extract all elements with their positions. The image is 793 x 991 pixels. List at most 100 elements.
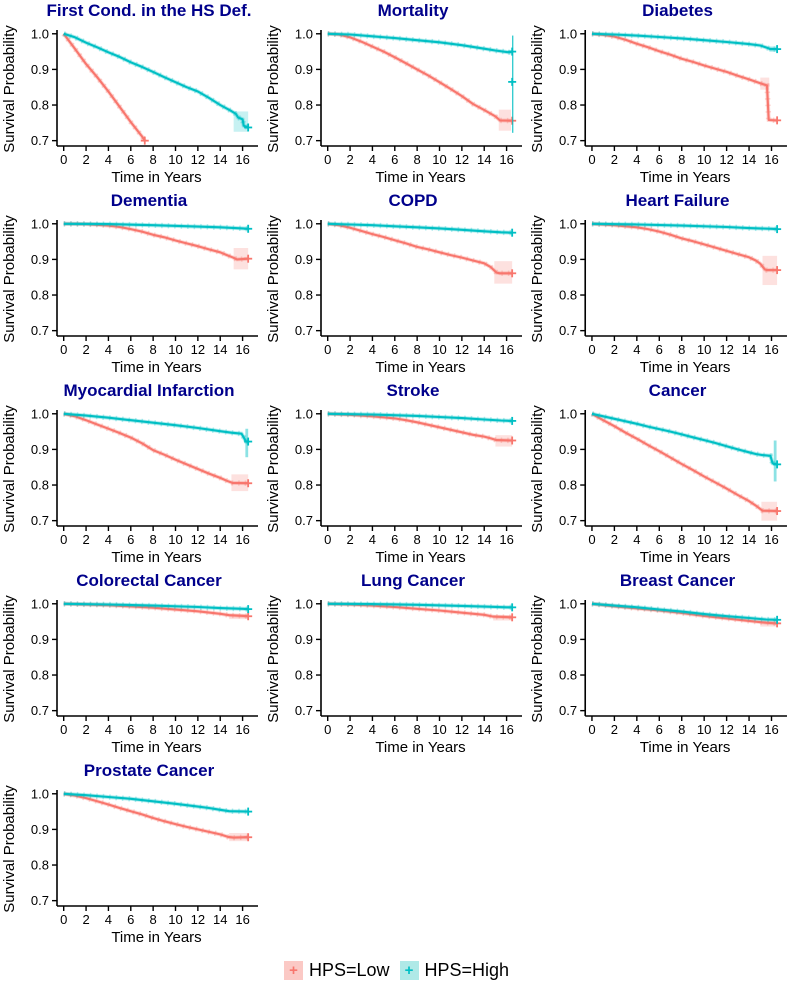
- svg-text:2: 2: [82, 152, 89, 167]
- svg-text:6: 6: [127, 532, 134, 547]
- svg-text:16: 16: [764, 532, 779, 547]
- svg-text:2: 2: [82, 342, 89, 357]
- svg-text:12: 12: [191, 912, 205, 927]
- svg-text:Time in Years: Time in Years: [111, 169, 201, 186]
- svg-text:10: 10: [168, 532, 182, 547]
- svg-text:Time in Years: Time in Years: [375, 549, 465, 566]
- svg-text:16: 16: [235, 152, 249, 167]
- panel-title: First Cond. in the HS Def.: [46, 1, 252, 20]
- panel-cancer: Cancer 0.7 0.8 0.9 1.0 0 2 4 6 8 10 12 14 16 Time in …: [528, 380, 793, 570]
- svg-text:12: 12: [719, 152, 734, 167]
- panel-mortality: Mortality 0.7 0.8 0.9 1.0 0 2 4 6 8 10 12 14 16 Time …: [264, 0, 528, 190]
- svg-text:4: 4: [633, 532, 640, 547]
- svg-text:0.9: 0.9: [295, 62, 313, 77]
- svg-text:14: 14: [213, 152, 227, 167]
- svg-text:0.8: 0.8: [559, 288, 577, 303]
- panel-prostate-cancer: Prostate Cancer 0.7 0.8 0.9 1.0 0 2 4 6 8 10 12 14 1…: [0, 760, 264, 950]
- svg-text:10: 10: [432, 152, 446, 167]
- svg-text:0.8: 0.8: [559, 478, 577, 493]
- svg-text:8: 8: [150, 342, 157, 357]
- svg-text:0.9: 0.9: [295, 252, 313, 267]
- svg-text:Survival Probability: Survival Probability: [1, 25, 18, 153]
- svg-text:6: 6: [127, 152, 134, 167]
- svg-text:Time in Years: Time in Years: [111, 359, 201, 376]
- svg-text:12: 12: [455, 152, 469, 167]
- svg-text:8: 8: [150, 722, 157, 737]
- svg-text:0.7: 0.7: [31, 893, 49, 908]
- svg-text:14: 14: [742, 532, 757, 547]
- panel-title: COPD: [388, 191, 438, 210]
- svg-text:6: 6: [127, 722, 134, 737]
- svg-text:1.0: 1.0: [31, 26, 49, 41]
- svg-text:10: 10: [168, 912, 182, 927]
- svg-text:1.0: 1.0: [559, 596, 577, 611]
- panel-diabetes: Diabetes 0.7 0.8 0.9 1.0 0 2 4 6 8 10 12 14 16 Time i…: [528, 0, 793, 190]
- panel-heart-failure: Heart Failure 0.7 0.8 0.9 1.0 0 2 4 6 8 10 12 14 16 T…: [528, 190, 793, 380]
- svg-text:14: 14: [477, 722, 491, 737]
- svg-text:8: 8: [678, 152, 685, 167]
- svg-text:8: 8: [414, 342, 421, 357]
- svg-text:0.7: 0.7: [31, 513, 49, 528]
- svg-text:16: 16: [235, 912, 249, 927]
- figure-legend: + HPS=Low + HPS=High: [0, 950, 793, 991]
- panel-title: Stroke: [386, 381, 440, 400]
- panel-breast-cancer: Breast Cancer 0.7 0.8 0.9 1.0 0 2 4 6 8 10 12 14 16 T…: [528, 570, 793, 760]
- svg-text:0.9: 0.9: [559, 442, 577, 457]
- svg-text:0: 0: [588, 152, 595, 167]
- svg-text:2: 2: [611, 152, 618, 167]
- svg-text:0: 0: [60, 342, 67, 357]
- svg-text:0.7: 0.7: [559, 133, 577, 148]
- svg-text:0.7: 0.7: [31, 703, 49, 718]
- svg-text:0.9: 0.9: [31, 252, 49, 267]
- svg-text:14: 14: [213, 532, 227, 547]
- svg-text:14: 14: [213, 912, 227, 927]
- svg-text:0.7: 0.7: [559, 703, 577, 718]
- svg-text:0.8: 0.8: [31, 478, 49, 493]
- svg-text:0.9: 0.9: [559, 632, 577, 647]
- svg-text:8: 8: [150, 532, 157, 547]
- svg-text:4: 4: [633, 342, 640, 357]
- panel-title: Mortality: [377, 1, 449, 20]
- svg-text:Survival Probability: Survival Probability: [529, 215, 546, 343]
- svg-text:10: 10: [168, 722, 182, 737]
- svg-text:16: 16: [499, 152, 513, 167]
- panel-title: Cancer: [648, 381, 707, 400]
- svg-text:Time in Years: Time in Years: [375, 359, 465, 376]
- svg-text:14: 14: [477, 152, 491, 167]
- panel-stroke: Stroke 0.7 0.8 0.9 1.0 0 2 4 6 8 10 12 14 16 Time in …: [264, 380, 528, 570]
- svg-text:Survival Probability: Survival Probability: [1, 595, 18, 723]
- svg-text:1.0: 1.0: [295, 26, 313, 41]
- svg-text:12: 12: [455, 722, 469, 737]
- svg-text:12: 12: [455, 342, 469, 357]
- svg-text:12: 12: [719, 342, 734, 357]
- svg-text:0.8: 0.8: [559, 668, 577, 683]
- svg-text:2: 2: [346, 532, 353, 547]
- panel-title: Diabetes: [642, 1, 713, 20]
- svg-text:0: 0: [60, 152, 67, 167]
- svg-text:2: 2: [346, 152, 353, 167]
- svg-text:0.8: 0.8: [559, 98, 577, 113]
- svg-text:0: 0: [60, 532, 67, 547]
- svg-text:10: 10: [697, 532, 712, 547]
- svg-text:6: 6: [656, 722, 663, 737]
- svg-text:12: 12: [719, 532, 734, 547]
- svg-text:4: 4: [369, 342, 376, 357]
- svg-text:0: 0: [588, 532, 595, 547]
- svg-text:0: 0: [324, 342, 331, 357]
- svg-text:6: 6: [656, 532, 663, 547]
- svg-text:0.7: 0.7: [295, 703, 313, 718]
- svg-text:6: 6: [127, 912, 134, 927]
- svg-text:1.0: 1.0: [559, 406, 577, 421]
- svg-text:0.9: 0.9: [31, 632, 49, 647]
- svg-text:0.7: 0.7: [31, 323, 49, 338]
- svg-text:16: 16: [764, 722, 779, 737]
- svg-text:8: 8: [150, 912, 157, 927]
- svg-text:0: 0: [324, 722, 331, 737]
- panel-dementia: Dementia 0.7 0.8 0.9 1.0 0 2 4 6 8 10 12 14 16 Time i…: [0, 190, 264, 380]
- svg-text:0.7: 0.7: [295, 513, 313, 528]
- svg-text:4: 4: [105, 532, 112, 547]
